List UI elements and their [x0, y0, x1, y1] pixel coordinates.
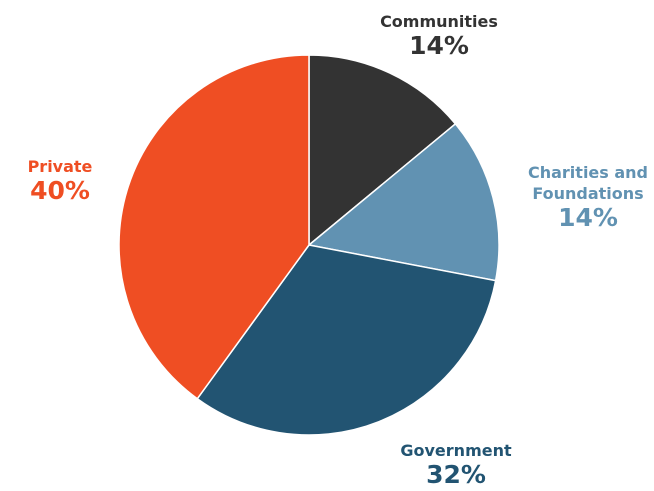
slice-label: Communities — [380, 12, 498, 31]
slice-value-label: 40% — [30, 176, 90, 205]
slice-label: Government — [400, 441, 512, 460]
pie-slice-government — [196, 244, 497, 436]
slice-label: Foundations — [532, 184, 643, 203]
pie-slice-communities — [308, 54, 457, 246]
slice-label: Charities and — [528, 163, 648, 182]
slice-label: Private — [28, 157, 93, 176]
slice-value-label: 32% — [426, 460, 486, 489]
slice-value-label: 14% — [558, 203, 618, 232]
pie-slice-private — [118, 54, 310, 400]
pie-slice-charities-and-foundations — [308, 123, 500, 282]
pie-slices — [118, 54, 500, 436]
slice-value-label: 14% — [409, 31, 469, 60]
